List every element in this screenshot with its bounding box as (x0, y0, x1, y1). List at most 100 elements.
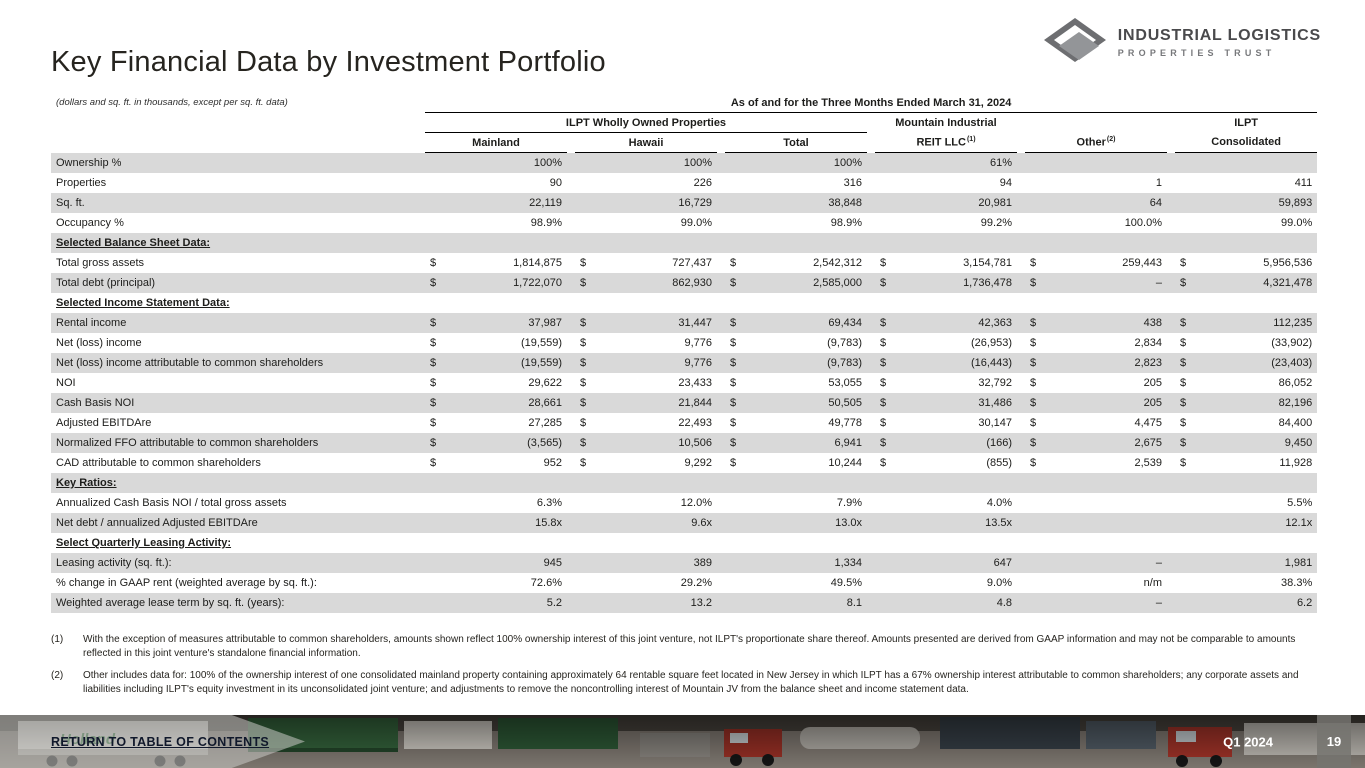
column-gap (1167, 453, 1175, 473)
cell-value: 952 (543, 457, 562, 469)
dollar-sign: $ (730, 437, 737, 449)
dollar-sign: $ (1030, 357, 1037, 369)
dollar-sign: $ (730, 377, 737, 389)
footnote-number: (1) (51, 634, 64, 645)
cell-value: (33,902) (1271, 337, 1313, 349)
page-number-value: 19 (1326, 734, 1342, 749)
cell-value: 59,893 (1278, 197, 1313, 209)
dollar-sign: $ (1180, 457, 1187, 469)
column-gap (567, 573, 575, 593)
dollar-sign (875, 193, 891, 213)
cell-value: 99.2% (980, 217, 1012, 229)
column-gap (1017, 493, 1025, 513)
row-label: Properties (56, 177, 107, 189)
ilpt-logo: INDUSTRIAL LOGISTICS PROPERTIES TRUST (1043, 18, 1321, 66)
section-row-fill (425, 293, 1317, 313)
footnote-number: (2) (51, 670, 64, 681)
column-gap (1167, 513, 1175, 533)
cell-value: – (1155, 277, 1162, 289)
table-section-row: Selected Balance Sheet Data: (51, 233, 1318, 253)
cell-value: 4,321,478 (1263, 277, 1313, 289)
dollar-sign: $ (580, 337, 587, 349)
column-gap (717, 213, 725, 233)
return-to-toc-link[interactable]: RETURN TO TABLE OF CONTENTS (51, 734, 270, 749)
col-header-other: Other(2) (1025, 132, 1167, 153)
column-gap (1167, 273, 1175, 293)
column-gap (1167, 433, 1175, 453)
footnote-text: With the exception of measures attributa… (83, 634, 1296, 659)
dollar-sign: $ (880, 437, 887, 449)
dollar-sign (875, 573, 891, 593)
column-gap (717, 453, 725, 473)
column-gap (1017, 593, 1025, 613)
dollar-sign: $ (1030, 417, 1037, 429)
column-gap (1167, 593, 1175, 613)
dollar-sign (1025, 193, 1041, 213)
cell-value: 6,941 (834, 437, 862, 449)
dollar-sign (1175, 593, 1191, 613)
cell-value: 316 (843, 177, 862, 189)
row-label: Cash Basis NOI (56, 397, 135, 409)
column-gap (867, 313, 875, 333)
group-header-ilpt-line1: ILPT (1234, 116, 1259, 129)
column-gap (1167, 393, 1175, 413)
dollar-sign (1025, 173, 1041, 193)
column-gap (1017, 413, 1025, 433)
column-gap (567, 253, 575, 273)
column-gap (567, 553, 575, 573)
logo-name: INDUSTRIAL LOGISTICS (1117, 26, 1321, 44)
dollar-sign: $ (730, 357, 737, 369)
cell-value: 9.0% (986, 577, 1012, 589)
cell-value: 10,506 (678, 437, 712, 449)
column-gap (1017, 373, 1025, 393)
row-label: Normalized FFO attributable to common sh… (56, 437, 319, 449)
dollar-sign (1175, 573, 1191, 593)
column-gap (867, 593, 875, 613)
column-gap (1017, 393, 1025, 413)
column-gap (567, 173, 575, 193)
dollar-sign: $ (880, 397, 887, 409)
dollar-sign: $ (730, 457, 737, 469)
cell-value: 61% (989, 157, 1012, 169)
dollar-sign (575, 513, 591, 533)
cell-value: 23,433 (678, 377, 712, 389)
column-gap (717, 593, 725, 613)
dollar-sign: $ (730, 277, 737, 289)
footnote-text: Other includes data for: 100% of the own… (83, 670, 1299, 695)
dollar-sign (875, 153, 891, 174)
dollar-sign: $ (880, 337, 887, 349)
col-header-mainland: Mainland (425, 132, 567, 153)
dollar-sign (725, 213, 741, 233)
column-gap (1017, 133, 1025, 153)
column-gap (567, 593, 575, 613)
row-label: Occupancy % (56, 217, 124, 229)
cell-value: 13.5x (985, 517, 1012, 529)
cell-value: 1,814,875 (513, 257, 562, 269)
section-label: Selected Balance Sheet Data: (56, 237, 211, 249)
cell-value: 20,981 (978, 197, 1012, 209)
dollar-sign (725, 193, 741, 213)
dollar-sign (725, 553, 741, 573)
dollar-sign: $ (580, 397, 587, 409)
dollar-sign (725, 573, 741, 593)
table-column-header-row: Mainland Hawaii Total REIT LLC(1) Other(… (51, 132, 1318, 153)
column-gap (567, 413, 575, 433)
column-gap (867, 513, 875, 533)
table-row: Net (loss) income $ (19,559) $9,776 $ (9,783)… (51, 333, 1317, 353)
dollar-sign: $ (580, 317, 587, 329)
column-gap (1167, 373, 1175, 393)
cell-value: 82,196 (1278, 397, 1313, 409)
empty-cell (51, 113, 425, 133)
table-row: % change in GAAP rent (weighted average … (51, 573, 1317, 593)
column-gap (867, 493, 875, 513)
dollar-sign: $ (580, 257, 587, 269)
cell-value: 12.0% (680, 497, 712, 509)
cell-value: 7.9% (836, 497, 862, 509)
dollar-sign: $ (430, 277, 437, 289)
column-gap (717, 393, 725, 413)
dollar-sign (725, 513, 741, 533)
empty-cell (1025, 113, 1167, 133)
footnotes: (1) With the exception of measures attri… (51, 633, 1320, 696)
cell-value: 29.2% (680, 577, 712, 589)
cell-value: (19,559) (521, 357, 562, 369)
